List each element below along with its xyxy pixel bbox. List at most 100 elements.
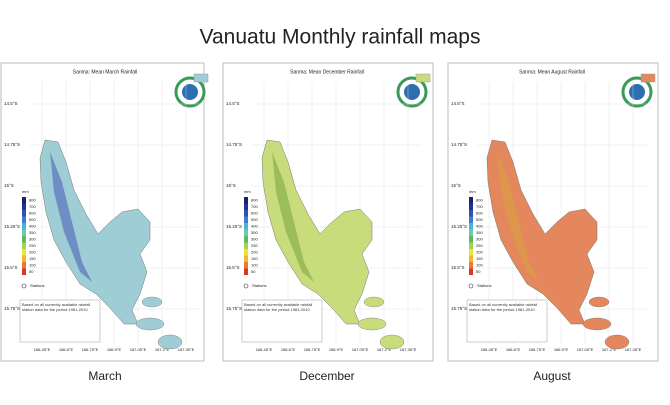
lon-label: 167.35°E — [178, 347, 195, 352]
legend-swatch — [244, 203, 248, 210]
legend-value: 200 — [29, 249, 36, 254]
legend-swatch — [22, 197, 26, 204]
map-panel: Sanma: Mean March Rainfall 14.5°S 14.75°S 1… — [0, 62, 209, 362]
note: Based on all currently available rainfal… — [22, 302, 91, 312]
lon-label: 167.05°E — [352, 347, 369, 352]
lon-label: 166.45°E — [481, 347, 498, 352]
lat-label: 15.75°S — [4, 306, 20, 311]
lon-label: 166.6°E — [59, 347, 74, 352]
legend-value: 200 — [251, 249, 258, 254]
map-title: Sanma: Mean March Rainfall — [73, 69, 137, 75]
inset-map — [193, 73, 209, 83]
lon-label: 166.75°E — [304, 347, 321, 352]
inset-map — [640, 73, 656, 83]
lat-label: 15.5°S — [451, 265, 465, 270]
islet — [357, 317, 387, 331]
legend-swatch — [244, 197, 248, 204]
note: Based on all currently available rainfal… — [244, 302, 313, 312]
legend-swatch — [469, 197, 473, 204]
lon-label: 166.45°E — [256, 347, 273, 352]
legend-value: 300 — [29, 236, 36, 241]
legend-value: 700 — [29, 204, 36, 209]
legend-swatch — [469, 268, 473, 275]
lon-label: 166.6°E — [506, 347, 521, 352]
legend-value: 350 — [29, 230, 36, 235]
legend-unit: mm — [22, 189, 29, 194]
legend-swatch — [22, 223, 26, 230]
islet — [379, 334, 405, 350]
stations-label: Stations — [252, 283, 266, 288]
legend-swatch — [22, 236, 26, 243]
lat-label: 15.75°S — [451, 306, 467, 311]
legend-value: 100 — [251, 262, 258, 267]
legend-swatch — [469, 249, 473, 256]
lon-label: 166.9°E — [107, 347, 122, 352]
note-area: Based on all currently available rainfal… — [469, 302, 537, 312]
legend-value: 150 — [476, 256, 483, 261]
legend-value: 700 — [251, 204, 258, 209]
logo-inner — [182, 84, 198, 100]
island — [261, 139, 373, 325]
lon-label: 167.35°E — [400, 347, 417, 352]
legend-value: 350 — [251, 230, 258, 235]
legend-swatch — [244, 210, 248, 217]
legend-swatch — [244, 262, 248, 269]
legend-swatch — [22, 262, 26, 269]
lat-label: 14.5°S — [226, 101, 240, 106]
legend-value: 400 — [476, 223, 483, 228]
station-symbol — [468, 283, 474, 289]
legend-swatch — [22, 268, 26, 275]
legend-swatch — [244, 268, 248, 275]
legend-swatch — [469, 223, 473, 230]
relief — [50, 152, 92, 282]
map-title: Sanma: Mean December Rainfall — [290, 69, 364, 75]
islet — [363, 296, 385, 308]
legend-value: 100 — [476, 262, 483, 267]
stations-label: Stations — [477, 283, 491, 288]
lon-label: 167.05°E — [577, 347, 594, 352]
lat-label: 14.75°S — [226, 142, 242, 147]
legend-value: 250 — [251, 243, 258, 248]
lat-label: 15.25°S — [4, 224, 20, 229]
lon-label: 166.75°E — [82, 347, 99, 352]
legend-swatch — [469, 236, 473, 243]
island — [39, 139, 151, 325]
legend-swatch — [22, 216, 26, 223]
legend-value: 500 — [251, 217, 258, 222]
map-caption: March — [88, 369, 121, 383]
relief — [497, 152, 539, 282]
station-symbol — [243, 283, 249, 289]
legend-swatch — [244, 236, 248, 243]
legend-swatch — [469, 255, 473, 262]
lat-label: 15°S — [226, 183, 236, 188]
lon-label: 167.05°E — [130, 347, 147, 352]
legend-swatch — [22, 229, 26, 236]
legend-unit: mm — [469, 189, 476, 194]
legend-value: 350 — [476, 230, 483, 235]
lon-label: 166.9°E — [554, 347, 569, 352]
legend-swatch — [469, 203, 473, 210]
map-caption: December — [299, 369, 354, 383]
lon-label: 166.9°E — [329, 347, 344, 352]
lat-label: 15°S — [451, 183, 461, 188]
note-area: Based on all currently available rainfal… — [22, 302, 91, 312]
legend-value: 250 — [29, 243, 36, 248]
slide-title: Vanuatu Monthly rainfall maps — [200, 26, 481, 49]
legend-value: 50 — [29, 269, 34, 274]
legend-value: 150 — [29, 256, 36, 261]
legend-swatch — [469, 242, 473, 249]
islet — [604, 334, 630, 350]
legend-value: 50 — [251, 269, 256, 274]
note-box — [19, 299, 101, 343]
legend-swatch — [22, 203, 26, 210]
legend-value: 600 — [29, 210, 36, 215]
lon-label: 167.35°E — [625, 347, 642, 352]
legend-value: 600 — [251, 210, 258, 215]
lon-label: 166.75°E — [529, 347, 546, 352]
legend-value: 250 — [476, 243, 483, 248]
relief — [272, 152, 314, 282]
legend-swatch — [22, 242, 26, 249]
legend-value: 400 — [251, 223, 258, 228]
legend-value: 500 — [476, 217, 483, 222]
